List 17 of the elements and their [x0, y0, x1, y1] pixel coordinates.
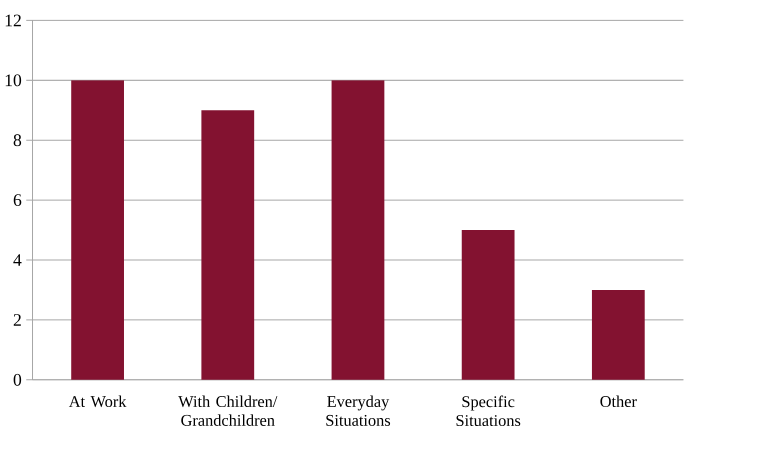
y-tick-label: 6 [14, 194, 22, 206]
y-tick-label: 4 [13, 254, 22, 266]
bar [71, 80, 124, 380]
bar [332, 80, 384, 380]
bar [201, 110, 254, 380]
x-tick-label: With Children/ Grandchildren [178, 396, 278, 426]
y-tick-label: 10 [6, 74, 22, 86]
y-tick-label: 0 [14, 374, 22, 386]
y-tick-label: 12 [6, 14, 21, 26]
y-tick-label: 8 [14, 134, 22, 146]
bar [592, 290, 645, 380]
x-tick-label: At Work [68, 396, 126, 408]
x-tick-label: Specific Situations [456, 396, 520, 426]
bar [462, 230, 515, 380]
x-tick-label: Everyday Situations [326, 396, 390, 426]
y-tick-label: 2 [14, 314, 21, 326]
x-tick-label: Other [600, 396, 637, 408]
